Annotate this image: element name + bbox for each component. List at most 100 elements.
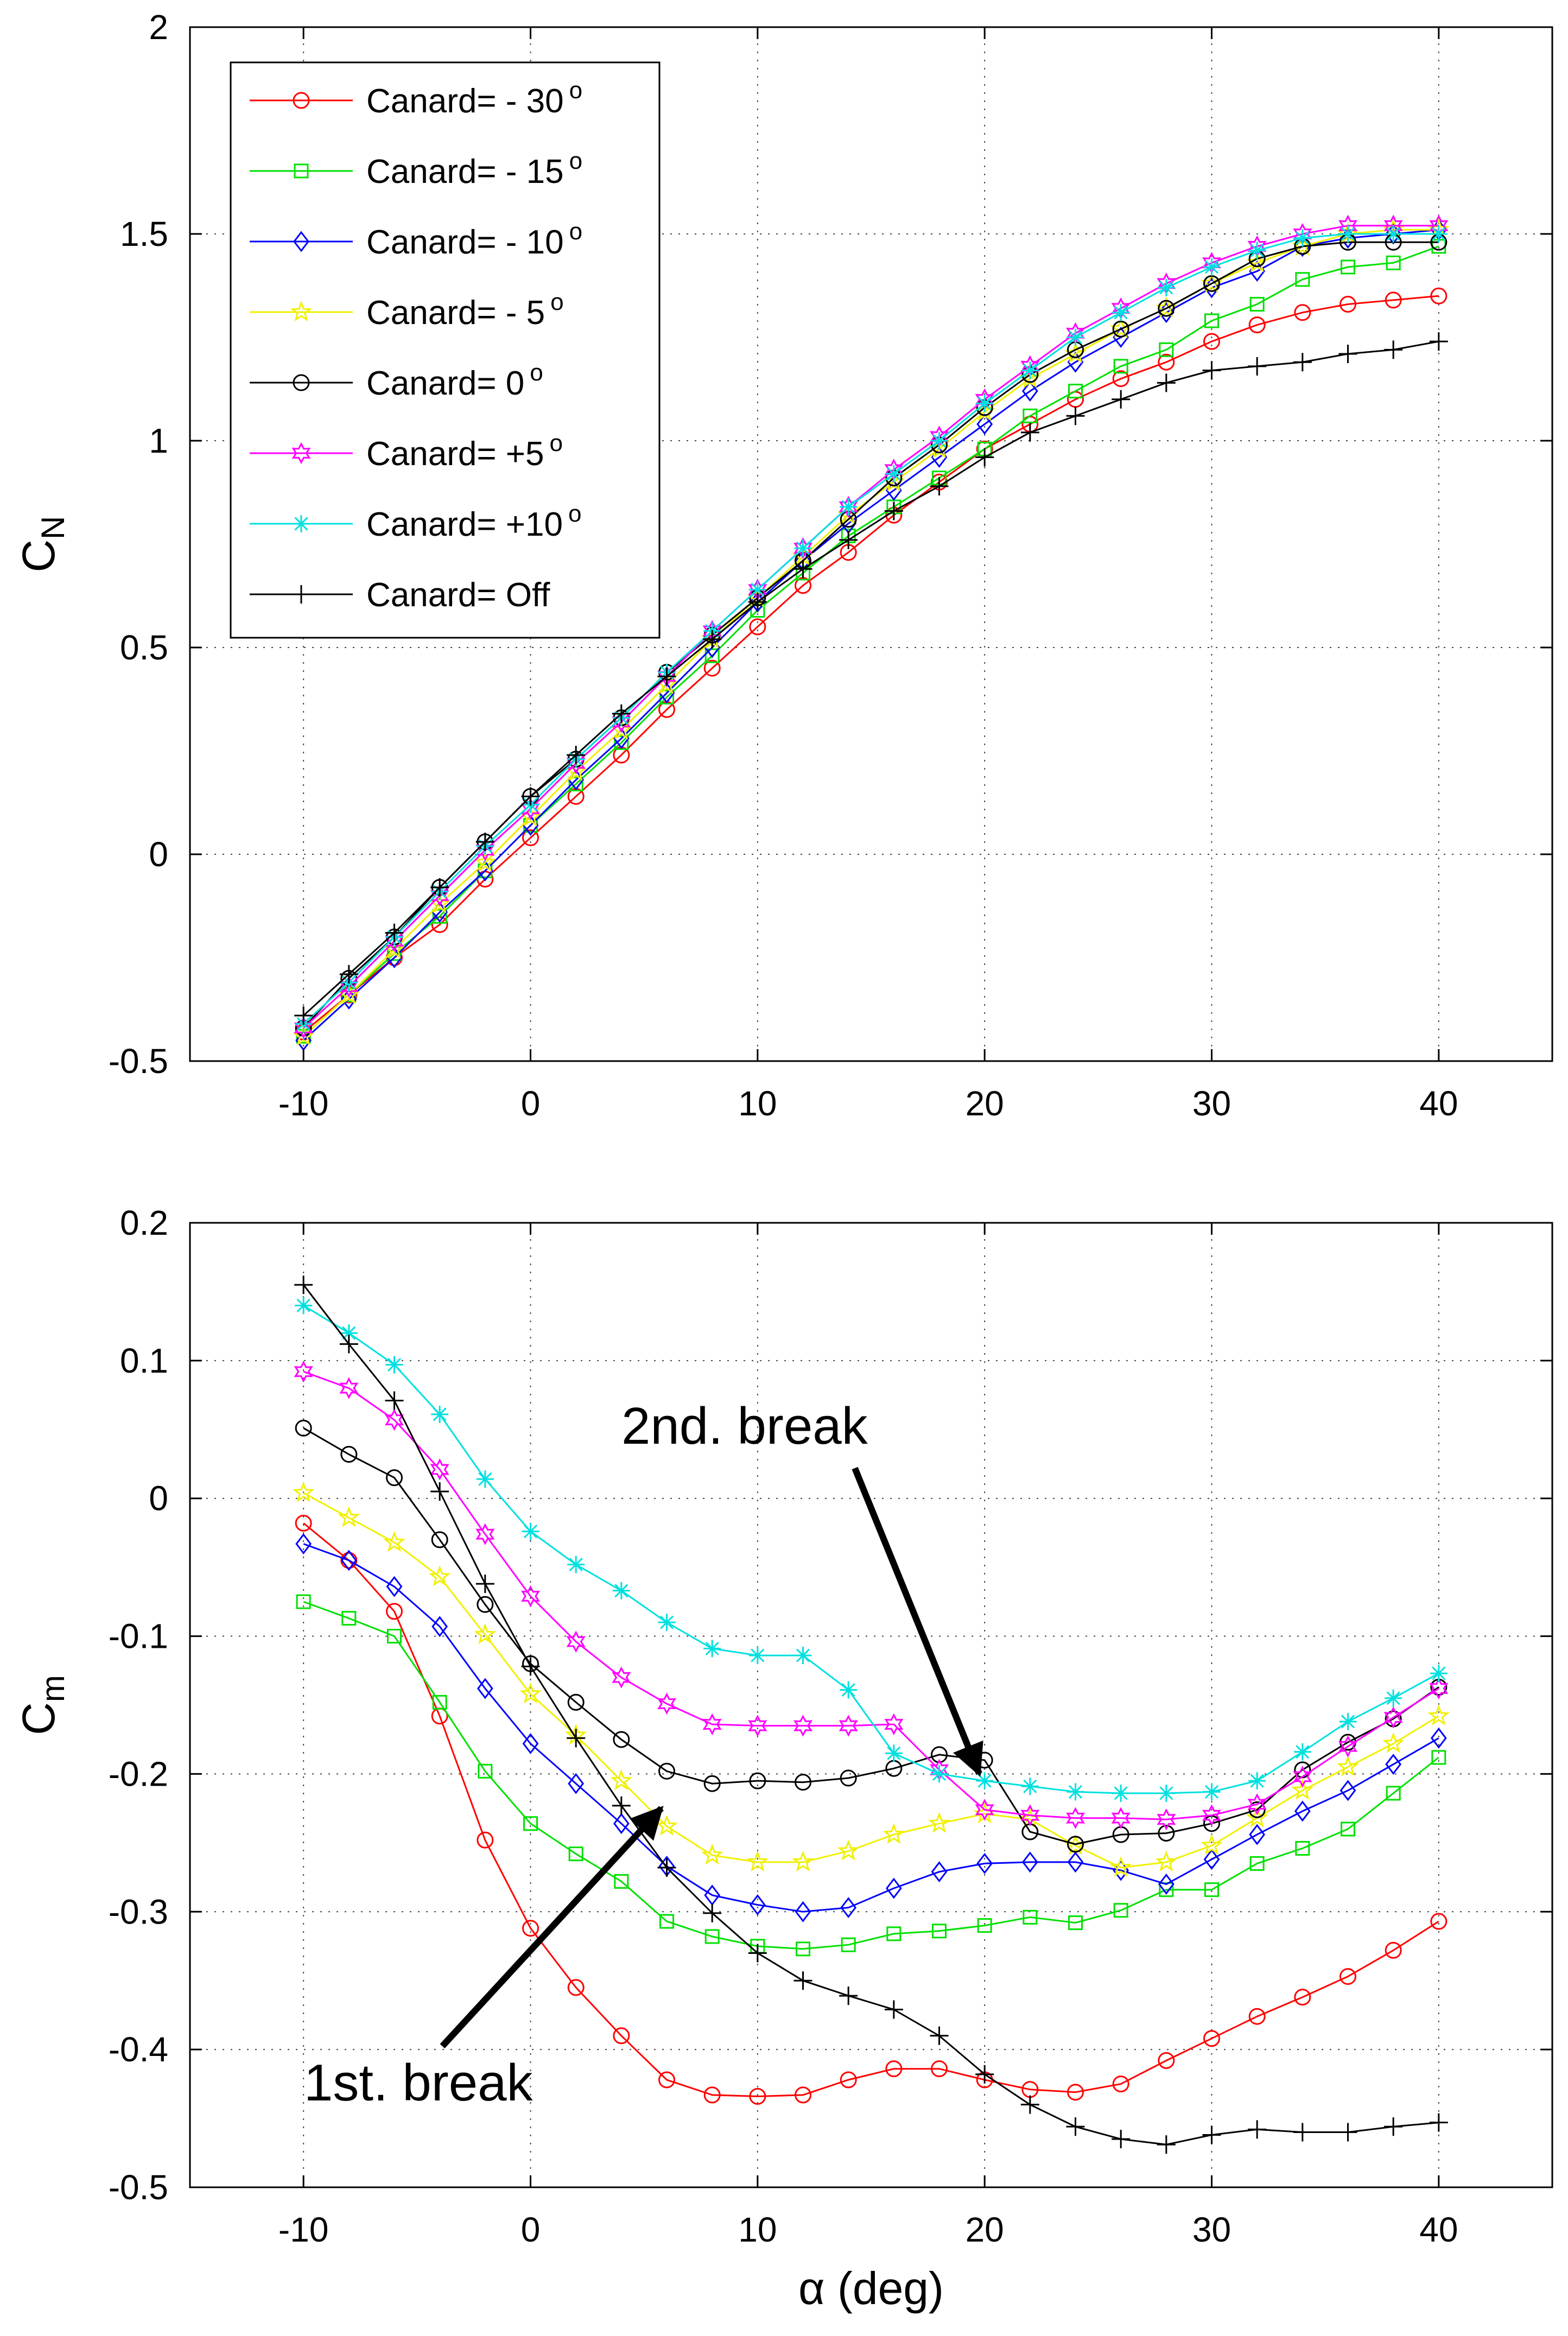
data-point [977, 1918, 992, 1933]
x-tick-label: -10 [278, 1084, 329, 1123]
legend-item: Canard= - 30 o [250, 77, 582, 120]
data-point [1112, 303, 1130, 321]
data-point [1112, 2075, 1129, 2093]
data-point [1341, 1821, 1355, 1837]
data-point [748, 1715, 767, 1737]
series-line [303, 1543, 1439, 1913]
legend-marker [291, 442, 311, 465]
legend-item: Canard= +5 o [250, 430, 563, 473]
data-point [523, 1816, 538, 1831]
data-point [568, 776, 583, 791]
data-point [1021, 380, 1038, 402]
data-point [1248, 1801, 1266, 1818]
y-tick-label: -0.4 [109, 2030, 168, 2069]
data-point [886, 1926, 902, 1941]
legend-marker [293, 92, 310, 109]
data-point [703, 659, 721, 677]
data-point [612, 1796, 631, 1815]
data-point [431, 1616, 448, 1637]
data-point [295, 1514, 312, 1532]
data-point [793, 1715, 813, 1737]
data-point [1157, 373, 1176, 392]
data-point [1067, 328, 1084, 346]
data-point [932, 1924, 947, 1939]
data-point [1248, 2120, 1267, 2139]
y-tick-label: -0.2 [109, 1754, 168, 1793]
data-point [795, 2086, 811, 2104]
data-point [976, 395, 994, 412]
data-point [475, 833, 494, 852]
data-point [614, 1874, 629, 1889]
y-tick-label: 1 [149, 421, 168, 460]
data-point [884, 502, 903, 520]
data-point [521, 1657, 540, 1676]
data-point [1066, 2117, 1085, 2136]
data-point [793, 1971, 812, 1990]
data-point [975, 2065, 994, 2084]
series-canard-15 [296, 1594, 1446, 1957]
data-point [432, 909, 447, 924]
data-point [477, 1596, 494, 1613]
data-point [1203, 333, 1220, 350]
data-point [1429, 2113, 1448, 2132]
legend-label: Canard= +10 o [366, 500, 581, 543]
data-point [795, 1774, 811, 1791]
data-point [1203, 275, 1220, 292]
data-point [793, 537, 813, 560]
data-point [840, 1681, 858, 1699]
data-point [1023, 408, 1038, 423]
data-point [659, 1914, 674, 1929]
data-point [521, 787, 540, 806]
data-point [1430, 287, 1448, 304]
legend-label: Canard= - 15 o [366, 148, 582, 191]
legend-marker [294, 163, 309, 179]
data-point [1249, 1824, 1266, 1845]
data-point [1429, 1677, 1449, 1700]
data-point [387, 946, 402, 961]
x-axis-label: α (deg) [798, 2263, 944, 2314]
data-point [1112, 320, 1129, 338]
data-point [1338, 1735, 1358, 1757]
data-point [1066, 407, 1085, 426]
data-point [294, 1006, 313, 1025]
data-point [340, 1445, 358, 1463]
data-point [794, 1647, 812, 1665]
data-point [477, 1678, 493, 1699]
y-tick-label: 0.1 [120, 1341, 168, 1380]
axes-frame [189, 1222, 1553, 2188]
data-point [658, 1762, 675, 1780]
legend-marker [293, 231, 309, 252]
data-point [1248, 1772, 1266, 1790]
data-point [840, 2071, 857, 2089]
data-point [295, 1419, 312, 1437]
annotation-label: 1st. break [304, 2054, 534, 2112]
data-point [885, 1744, 903, 1762]
y-tick-label: 0 [149, 835, 168, 874]
data-point [612, 1666, 631, 1688]
data-point [519, 1682, 542, 1704]
data-point [1159, 342, 1174, 357]
y-tick-label: 0.2 [120, 1203, 168, 1242]
legend-label: Canard= +5 o [366, 430, 563, 473]
series-line [303, 1370, 1439, 1820]
data-point [612, 704, 631, 723]
data-point [339, 964, 358, 983]
data-point [1339, 1712, 1357, 1730]
data-point [613, 1813, 630, 1834]
data-point [1204, 313, 1219, 328]
data-point [657, 1858, 676, 1877]
data-point [1158, 353, 1175, 371]
data-point [1385, 1689, 1402, 1707]
data-point [748, 1647, 766, 1665]
data-point [385, 1391, 404, 1410]
data-point [294, 1360, 313, 1383]
data-point [1430, 1913, 1448, 1930]
series-canard-off [294, 1275, 1448, 2154]
series-canard-off [294, 332, 1448, 1025]
data-point [1204, 1882, 1219, 1897]
annotations: 2nd. break 1st. break [304, 1397, 983, 2112]
data-point [521, 1585, 540, 1608]
